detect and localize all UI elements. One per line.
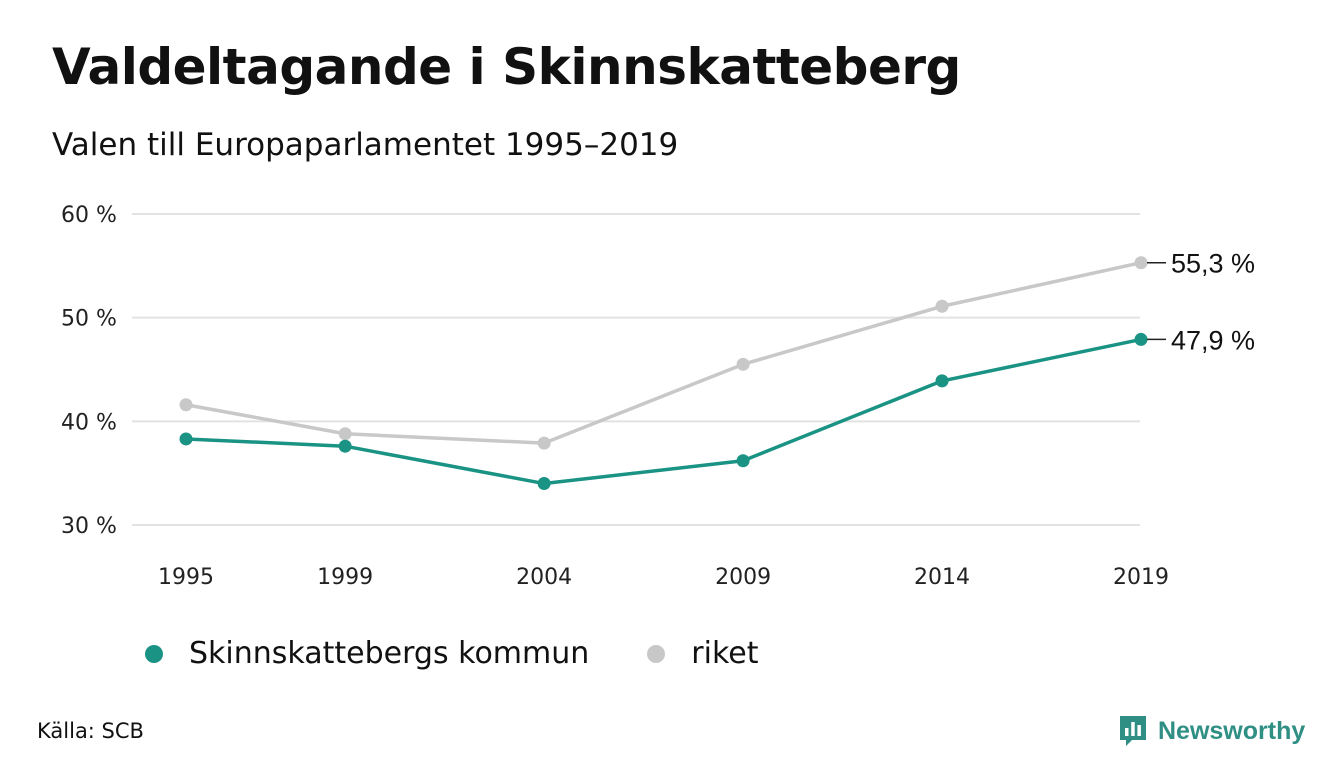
x-tick-label-1999: 1999 [317, 565, 373, 590]
data-point-riket-2019 [1134, 256, 1148, 270]
chart-legend: Skinnskattebergs kommun riket [145, 636, 816, 671]
x-tick-label-2014: 2014 [914, 565, 970, 590]
legend-marker-kommun [145, 644, 163, 663]
data-point-riket-1995 [179, 398, 193, 412]
data-point-skinnskattebergs-kommun-1999 [338, 439, 352, 453]
source-note: Källa: SCB [37, 719, 144, 743]
data-point-skinnskattebergs-kommun-2009 [736, 454, 750, 468]
legend-label-riket: riket [691, 636, 759, 671]
data-point-riket-2009 [736, 357, 750, 371]
line-chart: 30 % 40 % 50 % 60 % 1995 1999 2004 2009 2014 2019… [61, 203, 1255, 590]
x-tick-label-1995: 1995 [158, 565, 214, 590]
y-tick-label-60: 60 % [61, 203, 117, 228]
legend-marker-riket [647, 644, 666, 663]
legend-item-riket: riket [647, 636, 758, 671]
bar-chart-speech-bubble-icon [1120, 716, 1146, 746]
data-point-skinnskattebergs-kommun-2019 [1134, 332, 1148, 346]
y-tick-label-30: 30 % [61, 514, 117, 539]
series-line-skinnskattebergs-kommun [184, 337, 1143, 486]
data-point-skinnskattebergs-kommun-2004 [537, 477, 551, 491]
data-point-riket-2014 [935, 299, 949, 313]
brand-logo: Newsworthy [1118, 714, 1305, 748]
x-tick-label-2019: 2019 [1113, 565, 1169, 590]
data-point-riket-2004 [537, 436, 551, 450]
legend-label-kommun: Skinnskattebergs kommun [189, 636, 590, 671]
brand-name: Newsworthy [1158, 716, 1306, 745]
data-point-skinnskattebergs-kommun-2014 [935, 374, 949, 388]
x-tick-label-2004: 2004 [516, 565, 572, 590]
x-tick-label-2009: 2009 [715, 565, 771, 590]
data-point-skinnskattebergs-kommun-1995 [179, 432, 193, 446]
end-label-riket: 55,3 % [1171, 249, 1255, 279]
legend-item-kommun: Skinnskattebergs kommun [145, 636, 589, 671]
chart-title: Valdeltagande i Skinnskatteberg [52, 38, 961, 96]
end-label-skinnskattebergs-kommun: 47,9 % [1171, 325, 1255, 355]
series-line-riket [184, 260, 1143, 445]
chart-subtitle: Valen till Europaparlamentet 1995–2019 [52, 127, 679, 163]
y-tick-label-40: 40 % [61, 410, 117, 435]
y-tick-label-50: 50 % [61, 307, 117, 332]
data-point-riket-1999 [338, 427, 352, 441]
